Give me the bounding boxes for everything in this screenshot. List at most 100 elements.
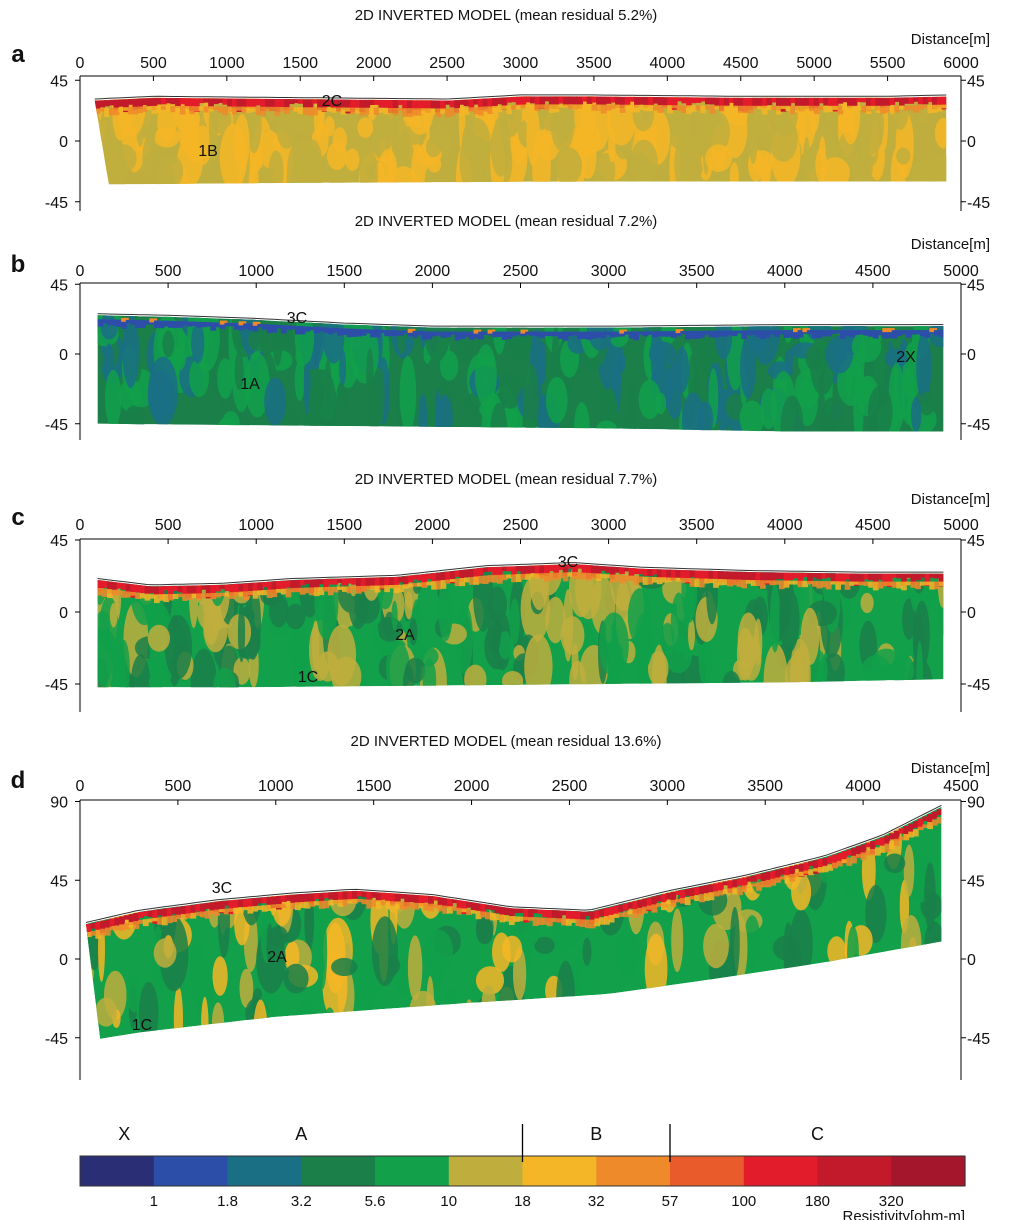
surface-layer [828,97,834,107]
surface-layer [506,574,513,579]
surface-layer [938,330,944,337]
surface-layer [936,817,942,824]
surface-layer [558,96,565,104]
surface-layer [397,100,404,105]
surface-layer [487,98,494,108]
surface-layer [604,908,610,920]
resistivity-cell [493,806,502,834]
surface-layer [827,864,834,871]
surface-layer [872,573,879,588]
resistivity-cell [403,664,415,688]
surface-layer [85,924,92,936]
resistivity-cell [121,811,144,849]
x-tick-label: 4000 [650,55,686,72]
surface-layer [567,96,574,105]
surface-layer [506,105,512,115]
surface-layer [511,105,517,110]
surface-layer [912,829,919,837]
surface-layer [609,566,616,580]
surface-layer [572,96,579,110]
x-tick-label: 4500 [855,263,891,280]
surface-layer [407,575,414,583]
resistivity-cell [181,564,198,577]
resistivity-cell [498,372,522,409]
surface-layer [738,97,744,111]
surface-layer [236,106,243,111]
surface-layer [750,572,757,582]
surface-layer [497,566,503,579]
resistivity-cell [754,618,763,666]
resistivity-cell [501,671,524,688]
surface-layer [402,100,408,110]
surface-layer [788,572,794,581]
surface-layer [575,911,582,920]
surface-layer [553,96,560,109]
surface-layer [219,322,226,329]
surface-layer [250,106,257,112]
surface-layer [915,581,921,590]
surface-layer [681,97,688,104]
surface-layer [776,97,782,111]
surface-layer [214,909,220,916]
surface-layer [205,593,212,597]
surface-layer [922,816,929,822]
surface-layer [327,586,334,596]
surface-layer [463,99,470,107]
surface-layer [354,99,361,111]
topography-line [85,804,942,923]
surface-layer [295,894,301,906]
surface-layer [849,581,856,586]
surface-layer [464,569,470,578]
surface-layer [728,97,735,103]
surface-layer [201,585,207,590]
surface-layer [822,857,829,867]
resistivity-cell [288,806,302,867]
surface-layer [198,106,205,111]
surface-layer [160,97,167,105]
legend-tick-label: 3.2 [291,1193,312,1210]
surface-layer [713,330,719,338]
surface-layer [477,98,484,111]
surface-layer [351,586,357,590]
surface-layer [342,328,348,335]
surface-layer [581,572,588,580]
resistivity-cell [783,922,794,981]
surface-layer [708,570,715,582]
surface-layer [233,899,239,908]
surface-layer [435,108,441,118]
surface-layer [752,105,758,109]
surface-layer [313,326,320,334]
zone-label: 3C [558,554,578,571]
resistivity-cell [118,379,142,412]
surface-layer [262,590,268,596]
surface-layer [246,106,252,114]
surface-layer [271,581,278,594]
surface-layer [176,914,182,919]
surface-layer [860,844,867,855]
surface-layer [708,330,715,338]
resistivity-cell [608,127,616,163]
surface-layer [494,913,501,921]
surface-layer [746,884,753,893]
surface-layer [695,105,702,110]
surface-layer [713,883,720,892]
surface-layer [884,843,891,853]
surface-layer [863,573,870,580]
surface-layer [204,910,211,919]
zone-label: 1A [240,376,260,393]
surface-layer [332,586,339,593]
surface-layer [684,897,691,906]
resistivity-cell [586,315,615,351]
class-label: A [295,1124,307,1144]
y-tick-label-right: -45 [967,1031,990,1048]
surface-layer [727,888,734,893]
surface-layer [100,928,106,936]
resistivity-cell [439,350,459,381]
surface-layer [168,320,174,328]
surface-layer [261,897,268,904]
resistivity-cell [883,853,906,874]
surface-layer [608,906,615,920]
resistivity-cell [722,100,748,159]
y-tick-label-right: 0 [967,952,976,969]
surface-layer [285,903,292,907]
